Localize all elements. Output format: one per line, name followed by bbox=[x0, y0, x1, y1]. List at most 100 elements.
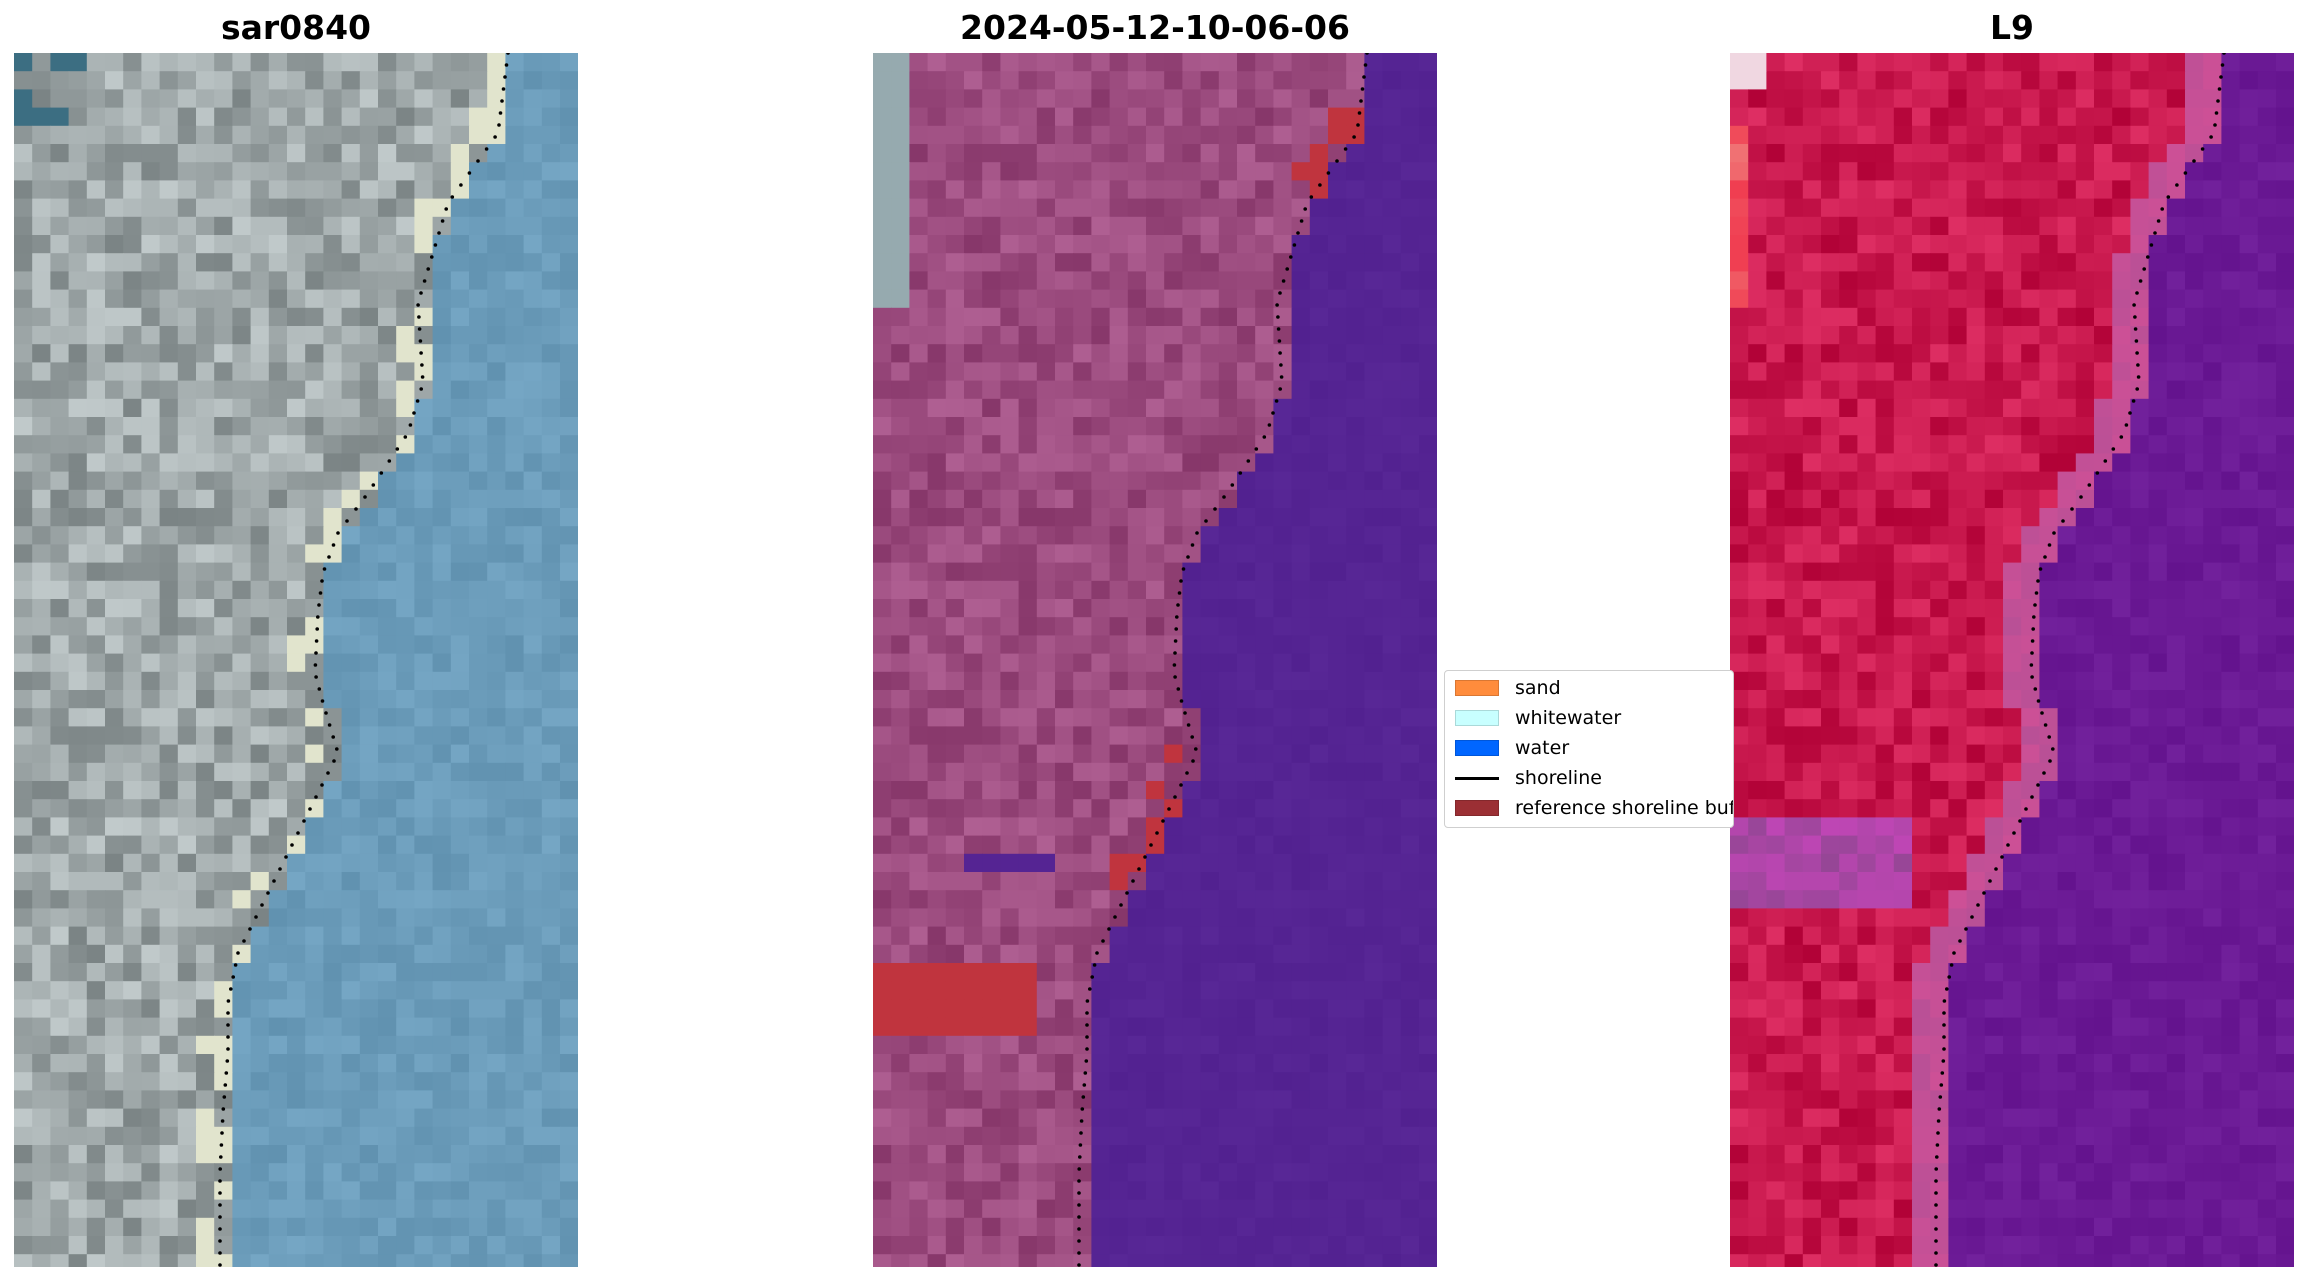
rgb-pixel bbox=[268, 344, 288, 363]
cls-pixel bbox=[1364, 599, 1384, 618]
rgb-pixel bbox=[541, 1254, 561, 1267]
rgb-pixel bbox=[50, 1108, 70, 1128]
cls-pixel bbox=[1091, 125, 1111, 145]
cls-pixel bbox=[1364, 417, 1384, 436]
rgb-pixel bbox=[214, 344, 233, 363]
rgb-pixel bbox=[432, 963, 452, 982]
rgb-pixel bbox=[341, 872, 361, 891]
rgb-pixel bbox=[469, 562, 488, 582]
cls-pixel bbox=[1328, 508, 1347, 527]
cls-shoreline-dot bbox=[1299, 219, 1304, 223]
rgb-pixel bbox=[414, 362, 434, 382]
rgb-pixel bbox=[450, 944, 470, 964]
rgb-pixel bbox=[487, 471, 506, 491]
fc-pixel bbox=[1821, 362, 1840, 382]
cls-shoreline-dot bbox=[1195, 531, 1199, 535]
rgb-pixel bbox=[560, 890, 578, 909]
fc-pixel bbox=[1839, 107, 1858, 127]
cls-pixel bbox=[982, 180, 1001, 200]
rgb-pixel bbox=[396, 799, 415, 818]
cls-pixel bbox=[1309, 453, 1329, 473]
rgb-pixel bbox=[177, 781, 197, 800]
rgb-pixel bbox=[378, 508, 397, 527]
rgb-pixel bbox=[505, 1054, 525, 1073]
cls-pixel bbox=[1018, 71, 1038, 90]
cls-pixel bbox=[1400, 781, 1420, 800]
rgb-pixel bbox=[159, 89, 179, 109]
rgb-pixel bbox=[414, 326, 434, 345]
rgb-pixel bbox=[232, 362, 252, 382]
rgb-pixel bbox=[341, 417, 361, 436]
rgb-pixel bbox=[505, 1090, 525, 1110]
cls-pixel bbox=[1218, 635, 1238, 655]
fc-pixel bbox=[1875, 216, 1895, 236]
rgb-pixel bbox=[560, 417, 578, 436]
rgb-pixel bbox=[560, 1199, 578, 1219]
cls-pixel bbox=[873, 362, 892, 382]
rgb-pixel bbox=[177, 817, 197, 837]
rgb-pixel bbox=[123, 999, 142, 1019]
rgb-pixel bbox=[505, 653, 525, 673]
rgb-pixel bbox=[268, 1017, 288, 1037]
cls-pixel bbox=[891, 762, 910, 782]
rgb-pixel bbox=[341, 1145, 361, 1164]
rgb-pixel bbox=[378, 944, 397, 964]
rgb-pixel bbox=[560, 835, 578, 855]
rgb-pixel bbox=[560, 107, 578, 127]
rgb-pixel bbox=[123, 908, 142, 928]
cls-shoreline-dot bbox=[1186, 555, 1190, 559]
rgb-pixel bbox=[560, 944, 578, 964]
cls-pixel bbox=[1400, 653, 1420, 673]
cls-pixel bbox=[1346, 162, 1365, 181]
cls-pixel bbox=[1291, 508, 1311, 527]
cls-pixel bbox=[1237, 271, 1256, 291]
rgb-pixel bbox=[341, 544, 361, 564]
cls-pixel bbox=[1109, 144, 1129, 163]
cls-pixel bbox=[1419, 817, 1437, 837]
rgb-pixel bbox=[341, 271, 361, 291]
cls-pixel bbox=[1091, 162, 1111, 181]
cls-shoreline-dot bbox=[1083, 1071, 1088, 1075]
cls-pixel bbox=[1036, 835, 1056, 855]
cls-pixel bbox=[1055, 744, 1074, 764]
fc-pixel bbox=[2166, 307, 2186, 327]
cls-pixel bbox=[1164, 253, 1183, 272]
rgb-pixel bbox=[469, 89, 488, 109]
rgb-pixel bbox=[396, 981, 415, 1000]
cls-pixel bbox=[1291, 1054, 1311, 1073]
rgb-pixel bbox=[432, 253, 452, 272]
rgb-pixel bbox=[469, 599, 488, 618]
rgb-pixel bbox=[196, 1054, 215, 1073]
fc-pixel bbox=[1930, 253, 1949, 272]
rgb-pixel bbox=[177, 726, 197, 746]
cls-pixel bbox=[891, 635, 910, 655]
fc-pixel bbox=[1730, 398, 1749, 418]
cls-pixel bbox=[1164, 580, 1183, 600]
fc-pixel bbox=[1821, 89, 1840, 109]
rgb-pixel bbox=[250, 289, 270, 309]
cls-pixel bbox=[909, 107, 929, 127]
cls-pixel bbox=[1382, 53, 1402, 72]
cls-pixel bbox=[1000, 1217, 1020, 1237]
cls-pixel bbox=[1073, 125, 1092, 145]
cls-pixel bbox=[1018, 1054, 1038, 1073]
cls-pixel bbox=[1382, 144, 1402, 163]
cls-shoreline-dot bbox=[1303, 207, 1307, 211]
rgb-pixel bbox=[50, 1072, 70, 1091]
rgb-pixel bbox=[86, 1181, 106, 1201]
rgb-pixel bbox=[469, 362, 488, 382]
cls-pixel bbox=[1036, 853, 1056, 873]
cls-pixel bbox=[1218, 799, 1238, 818]
cls-pixel bbox=[1309, 835, 1329, 855]
cls-pixel bbox=[1146, 835, 1165, 855]
cls-pixel bbox=[1273, 489, 1293, 509]
rgb-pixel bbox=[86, 1126, 106, 1146]
rgb-pixel bbox=[177, 1163, 197, 1182]
cls-pixel bbox=[1018, 435, 1038, 454]
cls-pixel bbox=[964, 580, 983, 600]
cls-pixel bbox=[1164, 1035, 1183, 1055]
rgb-pixel bbox=[341, 344, 361, 363]
fc-pixel bbox=[2075, 89, 2095, 109]
cls-pixel bbox=[1237, 1054, 1256, 1073]
cls-pixel bbox=[945, 380, 965, 400]
